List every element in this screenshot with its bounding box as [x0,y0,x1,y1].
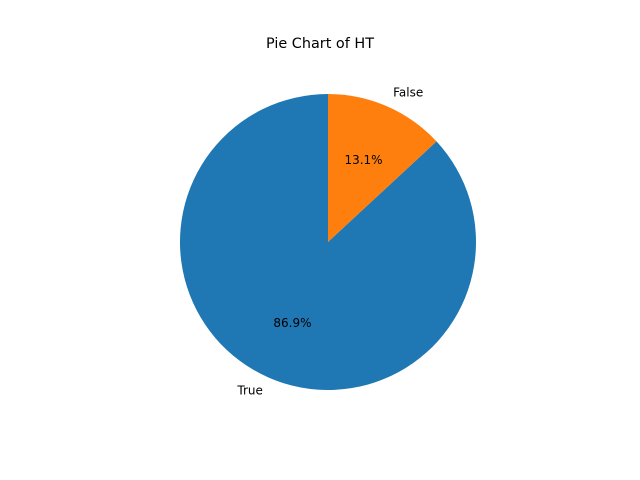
pie-slice-false [328,94,437,242]
slice-label-true: True [236,384,263,398]
slice-percent-false: 13.1% [344,153,382,167]
pie-slice-true [179,94,476,391]
chart-title: Pie Chart of HT [266,36,374,52]
pie-slices [179,94,476,391]
slice-label-false: False [393,85,423,99]
slice-percent-true: 86.9% [273,316,311,330]
pie-labels: True 86.9% False 13.1% [236,85,423,397]
